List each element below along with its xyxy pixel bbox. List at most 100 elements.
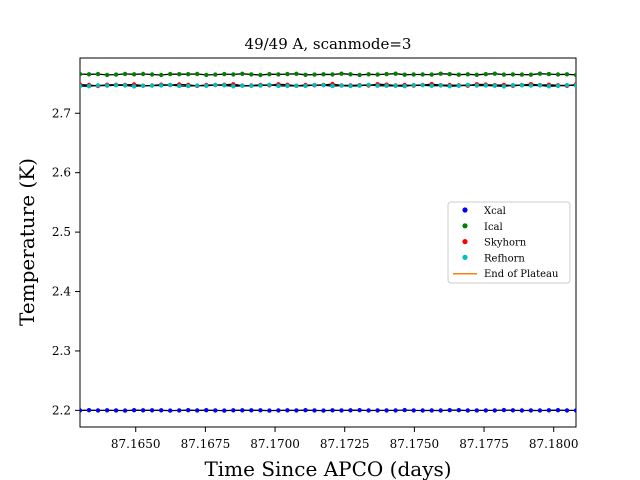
x-tick-label: 87.1750: [390, 437, 440, 451]
data-point-refhorn: [393, 83, 398, 89]
data-point-refhorn: [420, 83, 425, 88]
data-point-ical: [393, 71, 398, 76]
y-tick-label: 2.6: [52, 166, 71, 180]
data-point-refhorn: [483, 83, 488, 88]
data-point-xcal: [177, 408, 182, 413]
data-point-ical: [113, 72, 119, 77]
data-point-refhorn: [140, 83, 146, 88]
data-point-ical: [357, 72, 362, 78]
data-point-xcal: [249, 408, 254, 413]
series-line-xcal: [80, 409, 576, 412]
x-tick-label: 87.1675: [181, 437, 231, 451]
data-point-xcal: [276, 408, 281, 413]
data-point-ical: [204, 72, 209, 78]
data-point-xcal: [149, 408, 155, 413]
data-point-refhorn: [555, 83, 561, 89]
data-point-refhorn: [339, 83, 344, 88]
data-point-refhorn: [186, 83, 191, 89]
data-point-refhorn: [294, 83, 299, 88]
data-point-xcal: [113, 408, 119, 413]
x-axis-ticks: 87.1650 87.1675 87.1700 87.1725 87.1750 87.17…: [111, 427, 579, 451]
data-point-ical: [573, 72, 576, 78]
data-point-xcal: [429, 408, 434, 413]
data-point-xcal: [339, 408, 344, 413]
legend-label: Xcal: [484, 206, 506, 217]
data-point-xcal: [131, 408, 137, 413]
legend-marker-skyhorn: [462, 239, 468, 245]
data-point-xcal: [366, 408, 371, 413]
data-point-refhorn: [195, 83, 200, 88]
legend: Xcal Ical Skyhorn Refhorn End of Plateau: [447, 201, 571, 284]
data-point-ical: [438, 71, 443, 76]
data-point-refhorn: [267, 82, 272, 88]
data-point-ical: [195, 71, 200, 77]
data-point-xcal: [258, 408, 263, 413]
data-point-ical: [86, 72, 92, 77]
data-point-ical: [231, 72, 236, 77]
data-point-ical: [339, 71, 344, 76]
data-point-ical: [555, 72, 561, 77]
data-point-refhorn: [240, 83, 245, 88]
data-point-xcal: [213, 408, 218, 413]
data-point-ical: [429, 72, 434, 77]
data-point-xcal: [528, 408, 534, 413]
data-point-ical: [267, 72, 272, 77]
data-point-refhorn: [456, 83, 461, 89]
data-point-refhorn: [474, 83, 479, 88]
data-point-xcal: [393, 408, 398, 413]
data-point-refhorn: [149, 83, 155, 88]
data-point-refhorn: [168, 82, 173, 88]
data-point-ical: [104, 72, 110, 78]
data-point-refhorn: [510, 83, 516, 88]
data-point-refhorn: [429, 83, 434, 89]
data-point-refhorn: [113, 83, 119, 88]
data-point-ical: [456, 72, 461, 77]
x-axis-label: Time Since APCO (days): [204, 457, 451, 480]
data-point-refhorn: [249, 83, 254, 89]
data-point-xcal: [357, 408, 362, 413]
data-point-ical: [249, 72, 254, 77]
data-point-ical: [546, 71, 552, 77]
data-point-refhorn: [104, 83, 110, 88]
data-point-ical: [122, 71, 128, 77]
data-point-ical: [312, 72, 317, 77]
data-point-ical: [186, 72, 191, 77]
data-point-refhorn: [411, 82, 416, 88]
data-point-refhorn: [159, 83, 164, 88]
data-point-refhorn: [131, 84, 137, 89]
series-layer: [80, 71, 576, 413]
data-point-ical: [402, 72, 407, 77]
data-point-ical: [213, 72, 218, 77]
data-point-xcal: [447, 408, 452, 413]
data-point-xcal: [140, 408, 146, 413]
data-point-xcal: [159, 408, 164, 413]
data-point-xcal: [483, 408, 488, 413]
data-point-ical: [483, 72, 488, 77]
data-point-xcal: [86, 408, 92, 413]
axes-frame: [79, 57, 577, 428]
data-point-refhorn: [258, 83, 263, 88]
data-point-ical: [80, 71, 83, 77]
data-point-xcal: [546, 408, 552, 413]
data-point-refhorn: [492, 83, 497, 89]
data-point-xcal: [492, 408, 497, 413]
y-tick-label: 2.4: [52, 285, 71, 299]
data-point-ical: [528, 72, 534, 77]
legend-marker-xcal: [462, 207, 468, 213]
data-point-ical: [140, 71, 146, 77]
data-point-xcal: [195, 408, 200, 413]
legend-label: Refhorn: [484, 253, 525, 264]
data-point-xcal: [168, 408, 173, 413]
plot-area: [79, 57, 577, 428]
data-point-refhorn: [177, 83, 182, 89]
data-point-xcal: [555, 408, 561, 413]
data-point-refhorn: [528, 83, 534, 88]
data-point-xcal: [80, 408, 83, 413]
data-point-xcal: [330, 408, 335, 413]
data-point-xcal: [104, 408, 110, 413]
data-point-refhorn: [330, 83, 335, 89]
data-point-ical: [447, 72, 452, 77]
data-point-refhorn: [375, 83, 380, 88]
data-point-xcal: [321, 408, 326, 413]
